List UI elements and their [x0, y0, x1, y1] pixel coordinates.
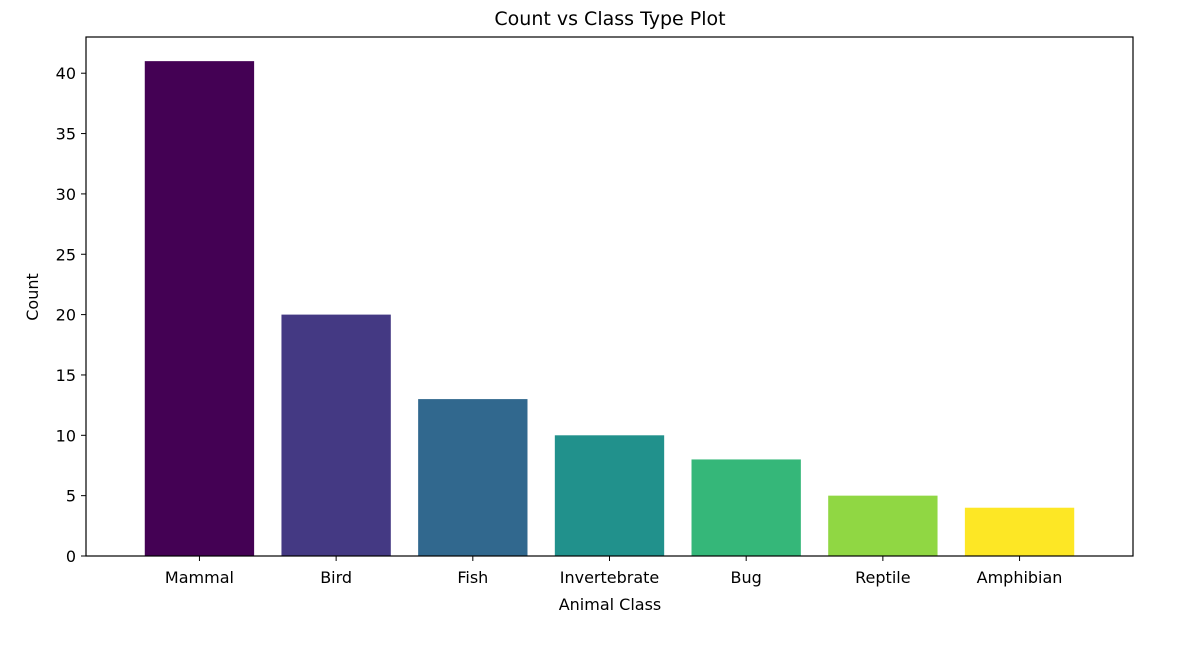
y-tick-label: 25 [56, 245, 76, 264]
y-tick-label: 35 [56, 125, 76, 144]
chart-title: Count vs Class Type Plot [494, 8, 725, 30]
bar-bug [691, 459, 801, 556]
bar-reptile [828, 495, 938, 556]
y-tick-label: 15 [56, 366, 76, 385]
bars-group [144, 61, 1075, 557]
x-tick-label: Bug [731, 568, 762, 587]
x-tick-label: Amphibian [977, 568, 1063, 587]
bar-invertebrate [554, 435, 665, 556]
bar-amphibian [964, 507, 1075, 556]
x-tick-label: Mammal [165, 568, 234, 587]
bar-mammal [144, 61, 255, 557]
y-axis-ticks: 0 5 10 15 20 25 30 35 40 [56, 64, 86, 566]
bar-bird [281, 314, 391, 556]
y-tick-label: 20 [56, 306, 76, 325]
plot-frame [85, 36, 1134, 557]
y-axis-label: Count [23, 273, 42, 321]
y-tick-label: 10 [56, 426, 76, 445]
y-tick-label: 0 [66, 547, 76, 566]
x-axis-label: Animal Class [559, 595, 662, 614]
y-tick-label: 40 [56, 64, 76, 83]
x-tick-label: Fish [457, 568, 488, 587]
x-tick-label: Bird [320, 568, 352, 587]
y-tick-label: 30 [56, 185, 76, 204]
x-tick-label: Reptile [855, 568, 910, 587]
y-tick-label: 5 [66, 487, 76, 506]
x-tick-label: Invertebrate [560, 568, 660, 587]
x-axis-ticks: Mammal Bird Fish Invertebrate Bug Reptile Amph… [165, 556, 1063, 587]
bar-fish [418, 399, 528, 556]
